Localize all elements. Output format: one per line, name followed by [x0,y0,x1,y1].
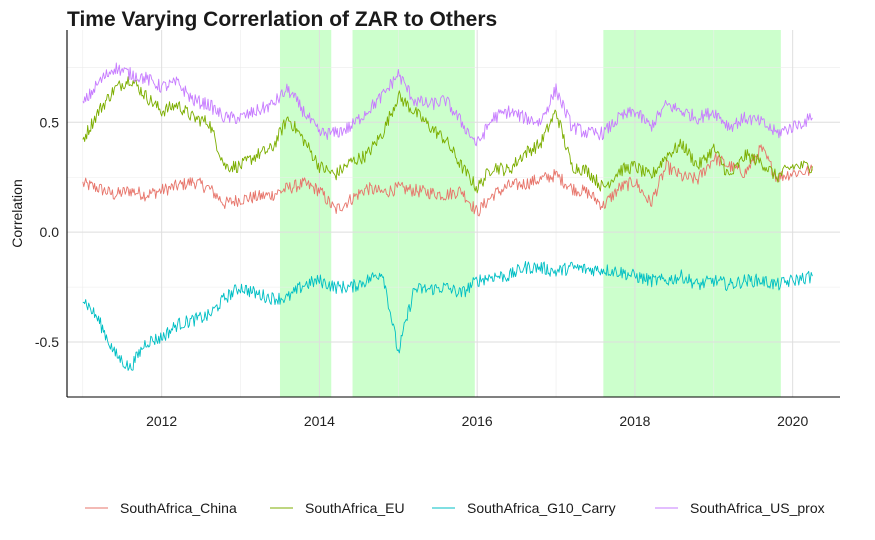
series-line-SouthAfrica_G10_Carry [82,261,813,371]
y-axis-title: Correlation [9,179,25,247]
shaded-periods [279,30,781,397]
legend-label: SouthAfrica_China [120,500,237,516]
legend-label: SouthAfrica_EU [305,500,405,516]
y-tick-label: -0.5 [35,334,59,350]
y-tick-label: 0.0 [40,224,60,240]
x-tick-label: 2016 [462,413,493,429]
legend-item: SouthAfrica_US_prox [655,500,825,516]
y-tick-label: 0.5 [40,114,60,130]
shaded-period-3 [603,30,781,397]
legend-item: SouthAfrica_EU [270,500,405,516]
grid [67,30,840,397]
chart-title: Time Varying Correrlation of ZAR to Othe… [67,8,498,31]
legend-label: SouthAfrica_G10_Carry [467,500,616,516]
legend: SouthAfrica_China SouthAfrica_EU SouthAfri… [85,500,825,516]
shaded-period-2 [352,30,475,397]
series-line-SouthAfrica_EU [82,76,813,194]
axes: 2012 2014 2016 2018 2020 -0.5 0.0 0.5 Correlatio… [9,30,840,429]
x-tick-label: 2020 [777,413,808,429]
legend-item: SouthAfrica_China [85,500,237,516]
series-line-SouthAfrica_US_prox [82,62,813,147]
x-tick-label: 2014 [304,413,335,429]
legend-label: SouthAfrica_US_prox [690,500,825,516]
series-line-SouthAfrica_China [82,144,813,217]
x-tick-label: 2012 [146,413,177,429]
x-tick-label: 2018 [619,413,650,429]
series-lines [82,62,813,371]
legend-item: SouthAfrica_G10_Carry [432,500,616,516]
